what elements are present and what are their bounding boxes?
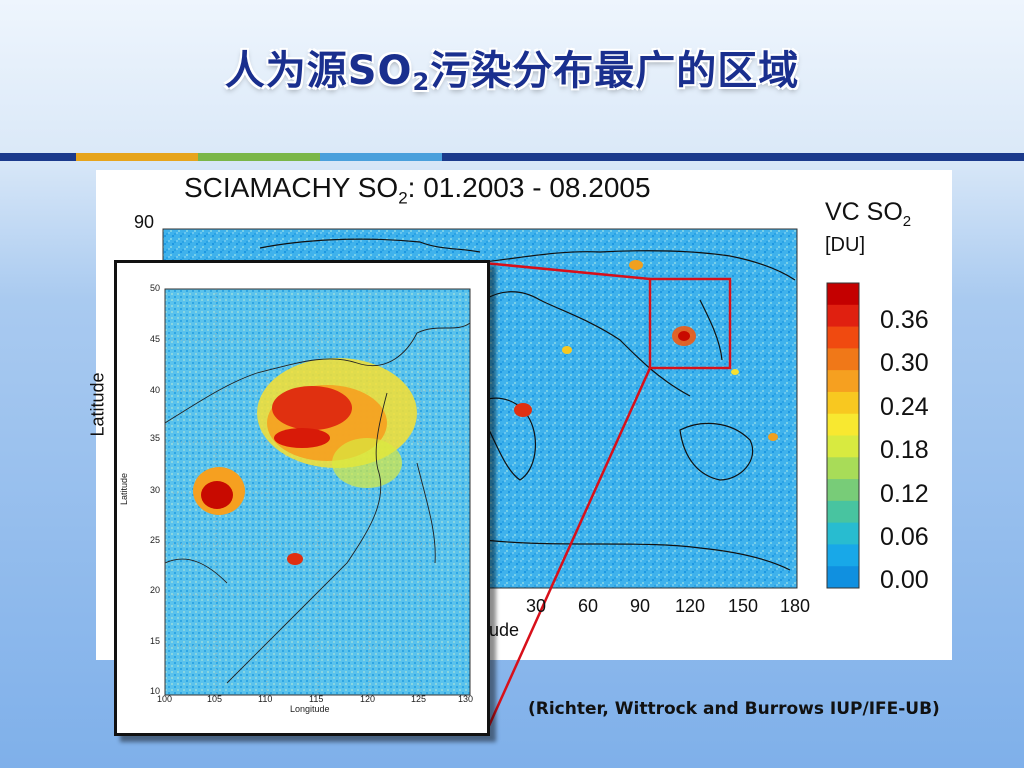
map-y-label: Latitude [87, 372, 108, 437]
inset-y-tick: 10 [150, 686, 161, 696]
map-x-label: tude [484, 620, 520, 640]
colorbar-swatch [827, 522, 859, 545]
coastlines [259, 238, 796, 571]
inset-y-tick: 45 [150, 334, 161, 344]
colorbar-border [826, 282, 860, 589]
slide-title: 人为源SO2污染分布最广的区域 [224, 48, 800, 96]
map-title: SCIAMACHY SO2: 01.2003 - 08.2005 [184, 172, 651, 208]
colorbar-swatch [827, 500, 859, 524]
connector-top [483, 261, 651, 281]
colorbar-label: 0.30 [880, 349, 929, 377]
inset-y-tick: 20 [150, 585, 161, 595]
inset-y-tick: 35 [150, 433, 161, 443]
header-bar [0, 153, 1024, 161]
colorbar-swatch [827, 326, 859, 349]
inset-y-tick: 40 [150, 385, 161, 395]
connector-bottom [486, 367, 652, 729]
colorbar-unit: [DU] [825, 234, 865, 256]
colorbar-label: 0.06 [880, 523, 929, 551]
colorbar-swatch [827, 348, 859, 371]
colorbar [826, 282, 860, 589]
x-tick-180: 180 [780, 596, 811, 616]
citation: (Richter, Wittrock and Burrows IUP/IFE-U… [528, 699, 940, 719]
colorbar-swatch [827, 413, 859, 436]
colorbar-label: 0.24 [880, 393, 929, 421]
inset-y-tick: 30 [150, 485, 161, 495]
inset-y-tick: 15 [150, 636, 161, 646]
inset-china-map [114, 260, 490, 736]
colorbar-label: 0.00 [880, 566, 929, 594]
inset-x-label: Longitude [290, 704, 330, 714]
colorbar-swatch [827, 435, 859, 458]
colorbar-swatch [827, 566, 859, 589]
header-accent-orange [76, 153, 198, 161]
colorbar-swatch [827, 479, 859, 502]
header-accent-blue [320, 153, 442, 161]
inset-graphics [164, 288, 471, 696]
colorbar-title: VC SO2 [825, 198, 912, 230]
x-tick-150: 150 [728, 596, 759, 616]
colorbar-swatch [827, 391, 859, 415]
inset-y-tick: 50 [150, 283, 161, 293]
inset-x-tick: 105 [207, 694, 223, 704]
inset-y-label: Latitude [119, 472, 130, 506]
inset-x-tick: 115 [309, 694, 324, 704]
x-tick-30: 30 [526, 596, 547, 616]
x-tick-90: 90 [630, 596, 651, 616]
colorbar-label: 0.12 [880, 480, 929, 508]
colorbar-swatch [827, 283, 859, 306]
header-accent-green [198, 153, 320, 161]
x-tick-120: 120 [675, 596, 706, 616]
colorbar-swatch [827, 544, 859, 567]
y-tick-90: 90 [134, 212, 155, 232]
inset-x-tick: 100 [157, 694, 173, 704]
colorbar-label: 0.36 [880, 306, 929, 334]
inset-x-tick: 130 [458, 694, 474, 704]
inset-x-tick: 125 [411, 694, 427, 704]
highlight-box [648, 277, 732, 370]
colorbar-label: 0.18 [880, 436, 929, 464]
x-tick-60: 60 [578, 596, 599, 616]
hotspot-siberia [629, 260, 643, 270]
colorbar-swatch [827, 304, 859, 328]
inset-x-tick: 110 [258, 694, 273, 704]
colorbar-swatch [827, 370, 859, 393]
inset-y-tick: 25 [150, 535, 161, 545]
hotspot-africa [514, 403, 532, 417]
colorbar-swatch [827, 457, 859, 480]
inset-x-tick: 120 [360, 694, 376, 704]
